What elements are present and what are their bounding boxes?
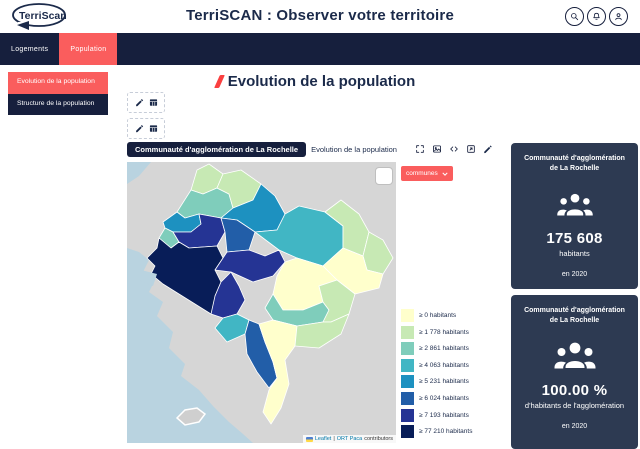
legend-label: ≥ 2 861 habitants [419,345,469,353]
attribution-suffix: contributors [364,436,393,442]
fullscreen-icon[interactable] [415,144,425,154]
card-unit: habitants [559,248,590,258]
map-widget-header: Communauté d'agglomération de La Rochell… [127,140,505,158]
sea-area [127,248,253,443]
people-group-icon [511,190,638,218]
widget-title: Evolution de la population [311,144,397,154]
legend-swatch [401,358,414,372]
stat-card-percentage: Communauté d'agglomération de La Rochell… [511,295,638,449]
communes-layer-button[interactable]: communes [401,166,453,181]
widget-edit-box-map [127,92,165,113]
sea-area [127,162,151,184]
stat-card-habitants: Communauté d'agglomération de La Rochell… [511,143,638,289]
choropleth-map[interactable]: Leaflet | ORT Paca contributors [127,162,396,443]
sidebar-item-structure-population[interactable]: Structure de la population [8,93,108,116]
main-navbar: Logements Population [0,33,640,65]
provider-link[interactable]: ORT Paca [336,436,363,442]
legend-label: ≥ 5 231 habitants [419,378,469,386]
legend-label: ≥ 7 193 habitants [419,411,469,419]
embed-icon[interactable] [466,144,476,154]
card-unit: d'habitants de l'agglomération [524,400,625,410]
legend-swatch [401,342,414,356]
map-legend: ≥ 0 habitants ≥ 1 778 habitants ≥ 2 861 ha… [401,309,472,442]
map-canvas [127,162,396,443]
legend-label: ≥ 0 habitants [419,312,457,319]
people-group-icon [511,342,638,370]
legend-swatch [401,375,414,389]
sidebar-item-evolution-population[interactable]: Evolution de la population [8,72,108,94]
chevron-down-icon [442,172,448,176]
legend-label: ≥ 4 063 habitants [419,361,469,369]
legend-item: ≥ 77 210 habitants [401,425,473,439]
nav-tab-logements[interactable]: Logements [11,45,49,53]
legend-swatch [401,425,414,439]
bell-icon [593,12,600,20]
flag-icon [305,436,313,442]
code-icon[interactable] [449,144,459,154]
legend-item: ≥ 0 habitants [401,309,472,322]
account-button[interactable] [609,7,628,26]
terriscan-logo[interactable]: TerriScan [10,2,68,32]
page-title: TerriSCAN : Observer votre territoire [185,7,455,24]
table-icon[interactable] [149,98,158,107]
layers-control-button[interactable] [375,167,393,185]
image-export-icon[interactable] [432,144,442,154]
nav-tab-population[interactable]: Population [59,33,118,65]
harbour-inlet [139,270,157,286]
section-title-row: Evolution de la population [127,73,505,90]
pencil-icon[interactable] [135,124,144,133]
widget-toolbar [415,144,493,154]
legend-swatch [401,391,414,405]
legend-swatch [401,408,414,422]
legend-item: ≥ 7 193 habitants [401,408,472,422]
search-button[interactable] [565,7,584,26]
legend-item: ≥ 2 861 habitants [401,342,472,356]
pencil-icon[interactable] [483,144,493,154]
leaflet-link[interactable]: Leaflet [314,436,332,442]
legend-label: ≥ 1 778 habitants [419,328,469,336]
card-value: 175 608 [546,229,603,247]
card-value: 100.00 % [541,381,608,399]
section-title: Evolution de la population [227,73,416,90]
logo-arrow-icon: TerriScan [12,3,67,30]
communes-button-label: communes [406,170,438,177]
legend-item: ≥ 1 778 habitants [401,325,472,339]
territory-badge[interactable]: Communauté d'agglomération de La Rochell… [127,141,307,157]
widget-edit-box-cards [127,118,165,139]
top-header: TerriScan TerriSCAN : Observer votre ter… [0,0,640,33]
legend-label: ≥ 77 210 habitants [419,428,473,436]
legend-item: ≥ 5 231 habitants [401,375,472,389]
map-side-panel: communes ≥ 0 habitants ≥ 1 778 habitants ≥… [401,162,505,443]
notifications-button[interactable] [587,7,606,26]
map-attribution: Leaflet | ORT Paca contributors [302,435,396,443]
legend-item: ≥ 6 024 habitants [401,391,472,405]
card-territory-title: Communauté d'agglomération de La Rochell… [524,307,625,324]
legend-swatch [401,325,414,339]
commune-polygon[interactable] [294,313,350,349]
legend-label: ≥ 6 024 habitants [419,394,469,402]
sidebar: Evolution de la population Structure de … [8,72,108,116]
legend-item: ≥ 4 063 habitants [401,358,472,372]
topbar-actions [565,7,628,26]
search-icon [571,13,579,21]
title-slash-icon [213,75,225,88]
attribution-separator: | [333,436,335,442]
card-period: en 2020 [561,422,588,430]
user-icon [615,13,622,21]
legend-swatch [401,309,414,322]
pencil-icon[interactable] [135,98,144,107]
svg-text:TerriScan: TerriScan [19,10,67,22]
card-period: en 2020 [561,270,588,278]
island-shape [175,407,207,426]
card-territory-title: Communauté d'agglomération de La Rochell… [524,155,625,172]
table-icon[interactable] [149,124,158,133]
